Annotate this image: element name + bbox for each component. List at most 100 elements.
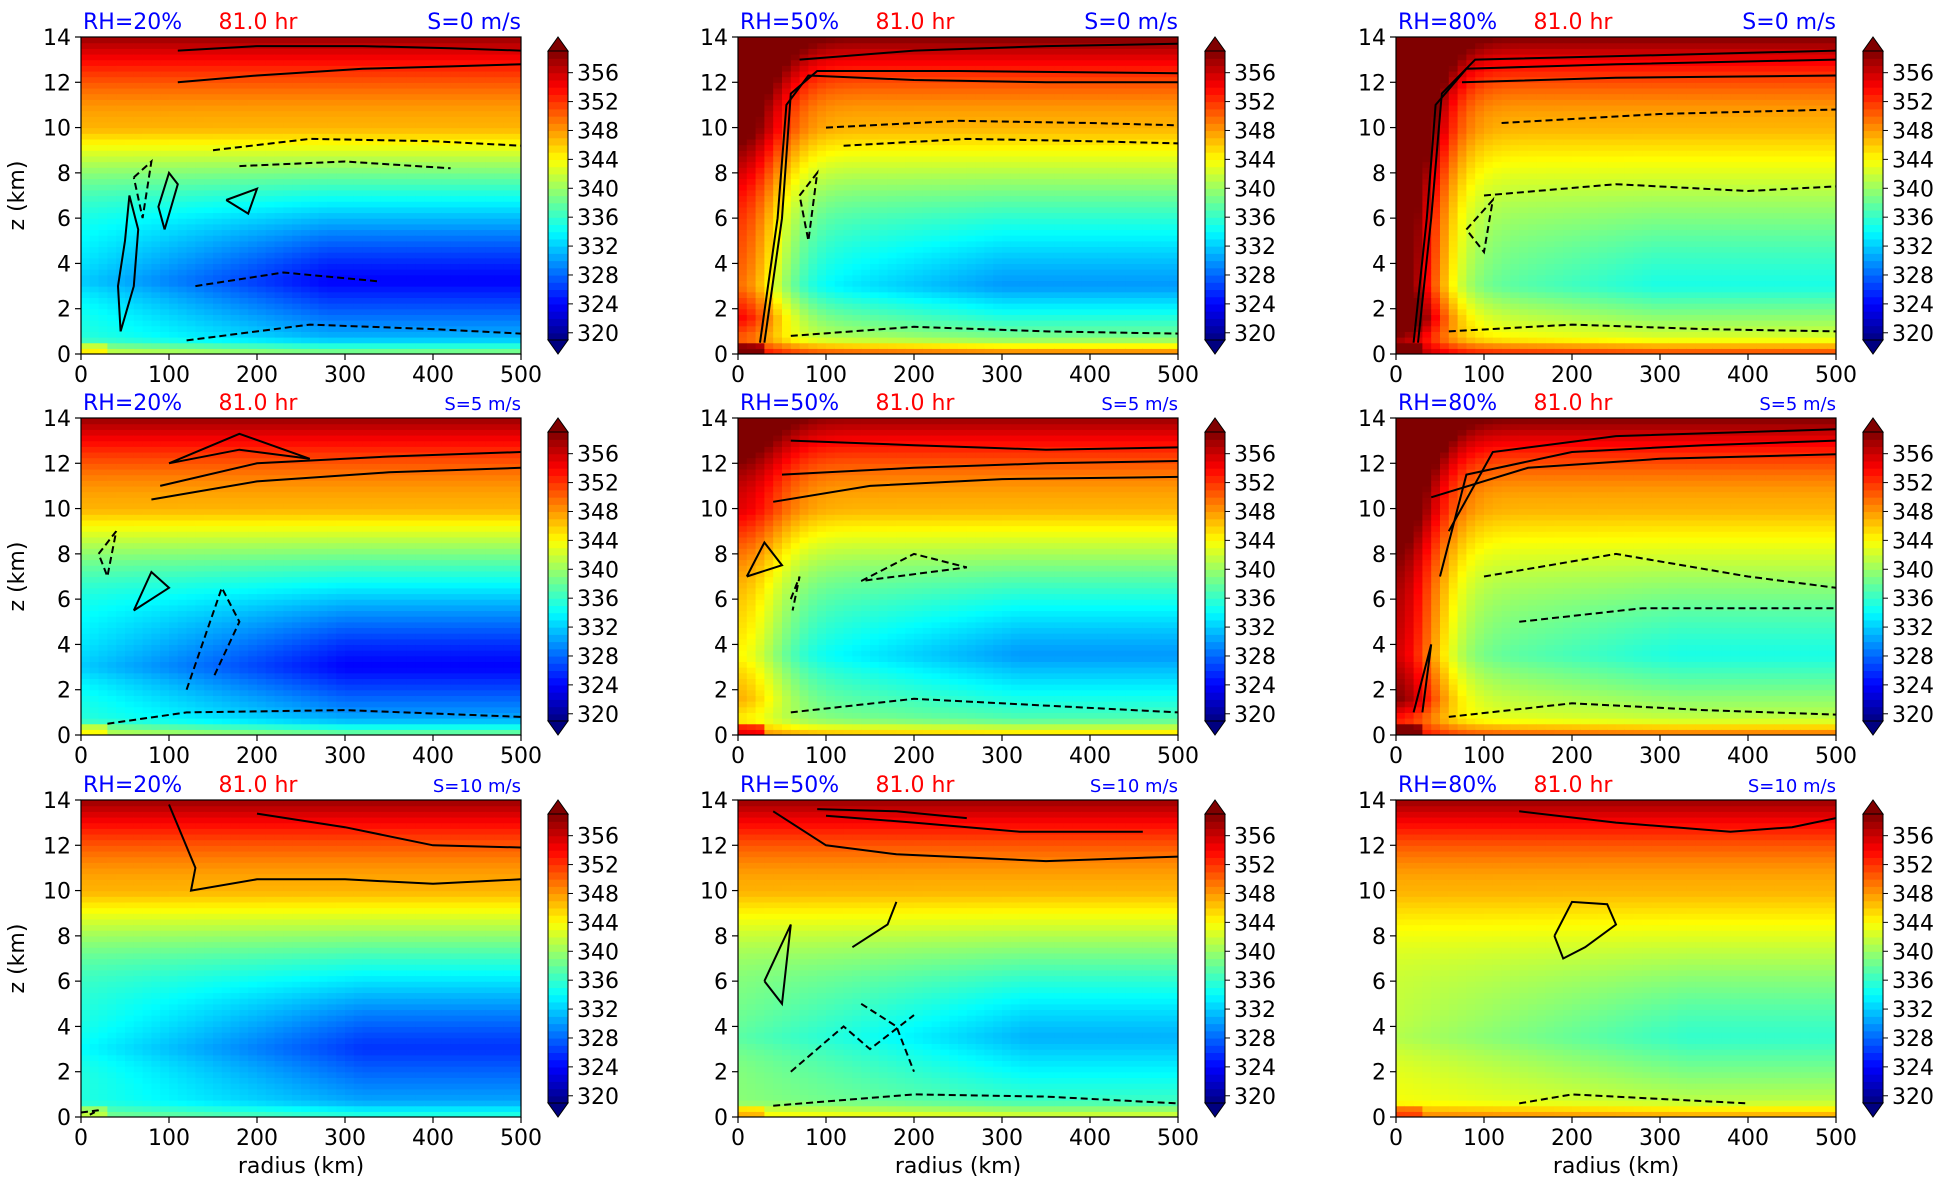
theta-cell (834, 104, 845, 112)
theta-cell (107, 257, 117, 265)
theta-cell (380, 37, 390, 44)
theta-cell (274, 121, 284, 129)
theta-cell (834, 150, 845, 157)
theta-cell (1037, 342, 1047, 349)
theta-cell (1019, 212, 1029, 219)
theta-cell (362, 206, 372, 214)
theta-cell (283, 150, 293, 157)
theta-cell (878, 65, 889, 72)
theta-cell (503, 150, 513, 157)
theta-cell (353, 116, 364, 123)
theta-cell (160, 314, 170, 321)
theta-cell (160, 246, 170, 253)
theta-cell (878, 274, 889, 282)
theta-cell (389, 308, 399, 315)
theta-cell (239, 82, 249, 89)
theta-cell (204, 303, 214, 310)
theta-cell (468, 229, 478, 236)
theta-cell (1010, 337, 1021, 344)
theta-cell (852, 274, 862, 282)
theta-cell (89, 246, 100, 253)
theta-cell (274, 178, 284, 185)
colorbar-band (548, 108, 568, 117)
theta-cell (265, 269, 276, 276)
theta-cell (265, 133, 276, 140)
theta-cell (160, 178, 170, 185)
theta-cell (746, 325, 757, 332)
theta-cell (204, 325, 214, 332)
theta-cell (477, 99, 487, 106)
theta-cell (301, 201, 311, 208)
theta-cell (380, 172, 390, 180)
theta-cell (459, 161, 469, 168)
theta-cell (931, 235, 941, 242)
theta-cell (1046, 127, 1056, 134)
theta-cell (1002, 257, 1012, 265)
theta-cell (362, 150, 372, 157)
theta-cell (738, 297, 748, 304)
theta-cell (1019, 127, 1029, 134)
theta-cell (450, 155, 460, 163)
theta-cell (204, 320, 214, 327)
theta-cell (790, 257, 801, 265)
theta-cell (204, 172, 214, 180)
colorbar-band (548, 289, 568, 298)
theta-cell (318, 189, 328, 197)
theta-cell (230, 337, 240, 344)
theta-cell (790, 206, 801, 214)
theta-cell (195, 82, 205, 89)
theta-cell (345, 70, 355, 78)
theta-cell (389, 303, 399, 310)
theta-cell (477, 121, 487, 129)
theta-cell (834, 42, 845, 49)
theta-cell (406, 42, 416, 49)
theta-cell (931, 127, 941, 134)
theta-cell (843, 121, 853, 129)
theta-cell (318, 240, 328, 248)
theta-cell (852, 308, 862, 315)
colorbar-band (548, 58, 568, 67)
theta-cell (808, 82, 818, 89)
theta-cell (949, 240, 959, 248)
theta-cell (142, 286, 152, 293)
theta-cell (1028, 257, 1038, 265)
theta-cell (1054, 269, 1065, 276)
theta-cell (905, 331, 915, 338)
theta-cell (975, 93, 985, 100)
theta-cell (195, 257, 205, 265)
theta-cell (738, 189, 748, 197)
theta-cell (186, 314, 196, 321)
theta-cell (160, 189, 170, 197)
theta-cell (1046, 291, 1056, 298)
theta-cell (89, 223, 100, 231)
theta-cell (808, 133, 818, 140)
theta-cell (292, 218, 302, 225)
colorbar-band (548, 173, 568, 182)
theta-cell (887, 252, 897, 259)
theta-cell (878, 269, 889, 276)
theta-cell (1054, 87, 1065, 95)
theta-cell (931, 320, 941, 327)
theta-cell (415, 133, 425, 140)
theta-cell (905, 65, 915, 72)
theta-cell (160, 121, 170, 129)
theta-cell (107, 240, 117, 248)
theta-cell (817, 189, 827, 197)
theta-cell (389, 121, 399, 129)
theta-cell (755, 263, 765, 270)
theta-cell (1019, 76, 1029, 83)
theta-cell (248, 116, 258, 123)
theta-cell (477, 189, 487, 197)
theta-cell (98, 331, 108, 338)
theta-cell (98, 223, 108, 231)
theta-cell (301, 342, 311, 349)
theta-cell (195, 155, 205, 163)
theta-cell (494, 348, 504, 354)
theta-cell (764, 42, 774, 49)
theta-cell (764, 53, 774, 61)
theta-cell (133, 303, 144, 310)
theta-cell (248, 93, 258, 100)
theta-cell (353, 53, 364, 61)
theta-cell (1002, 195, 1012, 202)
theta-cell (301, 87, 311, 95)
